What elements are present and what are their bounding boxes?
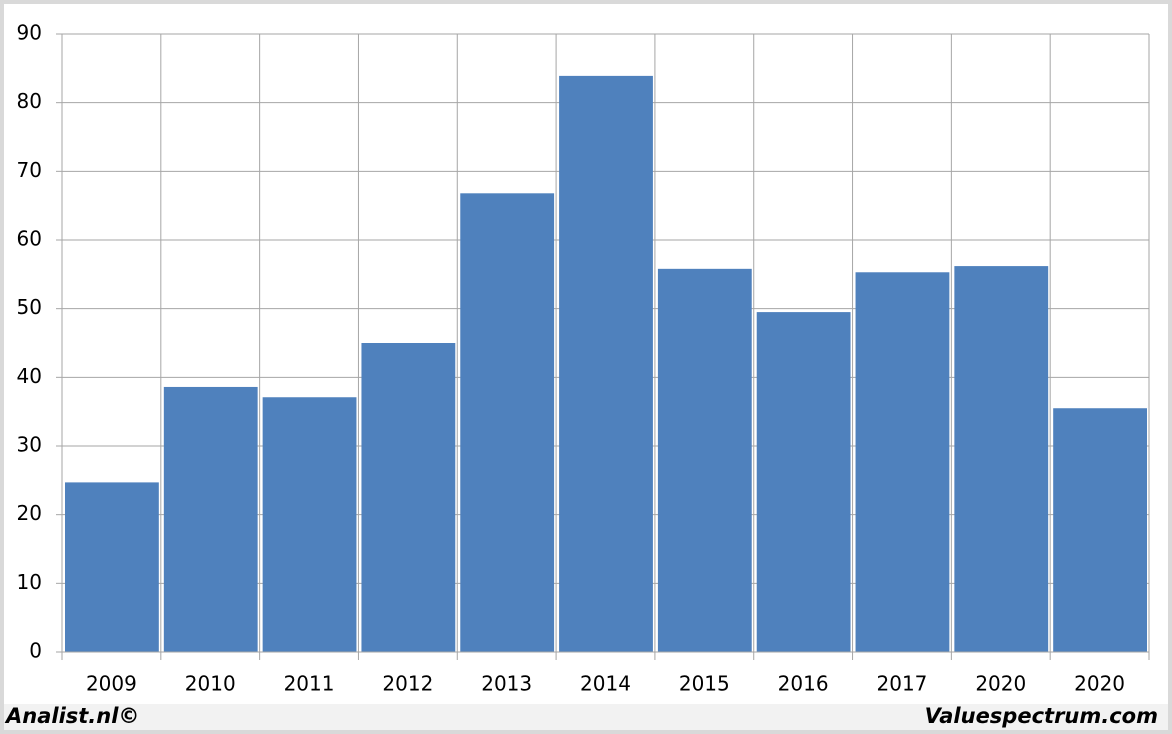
x-tick-label: 2009: [86, 672, 137, 696]
y-tick-label: 90: [17, 21, 42, 45]
x-tick-label: 2012: [382, 672, 433, 696]
source-right: Valuespectrum.com: [925, 704, 1158, 728]
bar: [262, 397, 357, 652]
bar: [361, 343, 456, 652]
y-tick-label: 0: [29, 639, 42, 663]
y-tick-label: 50: [17, 295, 42, 319]
bar: [65, 482, 159, 652]
y-tick-label: 30: [17, 433, 42, 457]
x-tick-label: 2015: [679, 672, 730, 696]
bar: [460, 193, 555, 652]
y-tick-label: 10: [17, 570, 42, 594]
footer: [4, 704, 1168, 730]
bar: [559, 75, 653, 653]
x-tick-label: 2016: [778, 672, 829, 696]
bar: [1053, 408, 1147, 652]
x-tick-label: 2010: [185, 672, 236, 696]
bar: [756, 312, 851, 652]
x-tick-label: 2014: [580, 672, 631, 696]
x-tick-label: 2020: [975, 672, 1026, 696]
bar: [163, 386, 258, 652]
source-left: Analist.nl©: [4, 704, 139, 728]
y-tick-label: 80: [17, 89, 42, 113]
bar: [855, 272, 950, 652]
y-tick-label: 70: [17, 158, 42, 182]
x-tick-label: 2011: [284, 672, 335, 696]
y-tick-label: 20: [17, 501, 42, 525]
y-tick-label: 60: [17, 227, 42, 251]
bar: [954, 266, 1049, 652]
x-tick-label: 2020: [1074, 672, 1125, 696]
y-tick-label: 40: [17, 364, 42, 388]
x-tick-label: 2013: [481, 672, 532, 696]
x-tick-label: 2017: [877, 672, 928, 696]
bar: [657, 268, 752, 652]
